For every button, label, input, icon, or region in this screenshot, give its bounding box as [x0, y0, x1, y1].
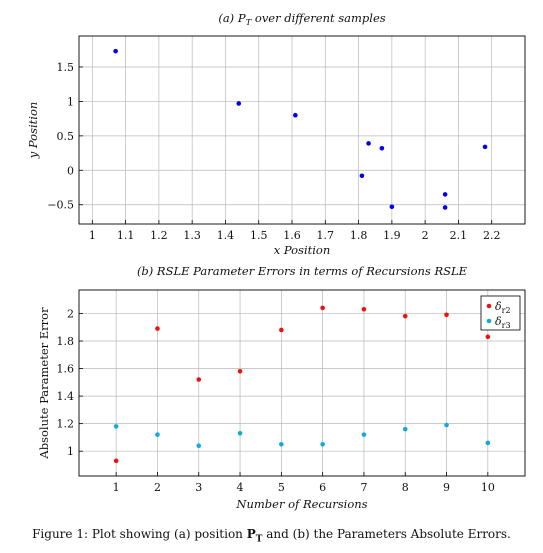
chart-a-x-tick-label: 2.2: [483, 229, 501, 242]
chart-a-x-tick-label: 2: [422, 229, 429, 242]
chart-b-point-series-1: [155, 326, 160, 331]
legend-label-series-1: δr2: [495, 300, 511, 315]
chart-a-y-tick-label: 0: [67, 164, 74, 177]
chart-b-y-tick-label: 1.4: [57, 390, 75, 403]
legend-marker-series-1: [486, 303, 492, 309]
chart-b-plot-area: [78, 289, 526, 477]
chart-b-point-series-2: [361, 432, 367, 437]
chart-b-points: [113, 305, 491, 464]
chart-b-y-tick-label: 2: [67, 307, 74, 320]
chart-a: (a) PT over different samples 1 1.1 1.2 1.3…: [26, 11, 526, 257]
chart-b-point-series-2: [196, 443, 202, 448]
chart-a-point: [113, 48, 118, 54]
chart-b-point-series-1: [237, 368, 243, 374]
chart-b-point-series-2: [320, 442, 325, 447]
chart-b-x-tick-label: 6: [319, 481, 326, 494]
chart-b-point-series-1: [361, 306, 367, 312]
chart-a-x-tick-label: 1.6: [283, 229, 301, 242]
figure: (a) PT over different samples 1 1.1 1.2 1.3…: [26, 11, 526, 511]
chart-a-x-tick-label: 1.9: [383, 229, 401, 242]
chart-b-x-tick-label: 10: [481, 481, 495, 494]
chart-a-x-tick-label: 1: [89, 229, 96, 242]
chart-a-x-tick-label: 1.2: [150, 229, 168, 242]
legend-marker-series-2: [486, 318, 492, 324]
chart-b-point-series-1: [402, 313, 408, 319]
legend-label-series-2: δr3: [495, 315, 511, 330]
chart-a-point: [389, 204, 395, 210]
chart-a-points: [113, 48, 488, 210]
chart-a-point: [366, 141, 371, 146]
chart-a-plot-area: [78, 35, 526, 225]
chart-b-x-label: Number of Recursions: [235, 497, 367, 511]
chart-b-title: (b) RSLE Parameter Errors in terms of Re…: [137, 264, 468, 278]
chart-a-y-tick-label: −0.5: [47, 199, 74, 212]
chart-b-y-label: Absolute Parameter Error: [37, 307, 51, 460]
chart-b-legend: δr2 δr3: [480, 295, 521, 331]
chart-a-x-tick-label: 1.5: [250, 229, 268, 242]
chart-b-point-series-1: [485, 334, 491, 340]
chart-a-grid: [79, 36, 525, 224]
chart-b-x-tick-label: 8: [402, 481, 409, 494]
chart-a-point: [236, 101, 242, 106]
chart-a-y-tick-label: 0.5: [57, 130, 75, 143]
chart-b-point-series-1: [279, 327, 284, 333]
chart-b-point-series-2: [113, 424, 119, 429]
chart-a-point: [442, 205, 448, 210]
chart-b-point-series-1: [444, 312, 449, 318]
chart-b: (b) RSLE Parameter Errors in terms of Re…: [37, 264, 526, 511]
chart-a-point: [482, 144, 488, 150]
chart-b-point-series-2: [237, 430, 243, 436]
chart-b-point-series-2: [279, 442, 284, 447]
chart-a-x-tick-label: 2.1: [450, 229, 468, 242]
chart-a-x-tick-label: 1.3: [183, 229, 201, 242]
chart-b-y-tick-label: 1.2: [57, 418, 75, 431]
chart-a-ticks: 1 1.1 1.2 1.3 1.4 1.5 1.6 1.7 1.8 1.9 2 2.1 2.2 −0.5 0…: [47, 61, 500, 242]
chart-b-point-series-2: [155, 432, 160, 437]
chart-b-x-tick-label: 3: [195, 481, 202, 494]
chart-b-x-tick-label: 4: [237, 481, 244, 494]
chart-a-x-tick-label: 1.4: [217, 229, 235, 242]
chart-b-x-tick-label: 9: [443, 481, 450, 494]
chart-a-x-tick-label: 1.1: [117, 229, 135, 242]
chart-a-point: [442, 192, 448, 197]
chart-b-grid: [79, 290, 525, 476]
chart-b-x-tick-label: 1: [113, 481, 120, 494]
chart-b-point-series-2: [444, 422, 449, 428]
chart-b-point-series-2: [485, 440, 491, 446]
chart-a-x-tick-label: 1.8: [350, 229, 368, 242]
chart-a-y-tick-label: 1: [67, 95, 74, 108]
chart-a-point: [359, 173, 365, 179]
chart-b-y-tick-label: 1: [67, 445, 74, 458]
chart-a-title: (a) PT over different samples: [218, 11, 385, 28]
chart-a-y-label: y Position: [26, 102, 40, 160]
chart-a-point: [379, 145, 385, 151]
chart-b-point-series-1: [196, 377, 202, 382]
legend-box: [480, 295, 521, 331]
chart-b-x-tick-label: 2: [154, 481, 161, 494]
chart-b-point-series-2: [402, 426, 408, 432]
chart-a-point: [293, 112, 298, 118]
chart-b-x-tick-label: 5: [278, 481, 285, 494]
chart-a-x-label: x Position: [274, 243, 331, 257]
chart-a-x-tick-label: 1.7: [317, 229, 335, 242]
chart-b-y-tick-label: 1.6: [57, 363, 75, 376]
chart-b-point-series-1: [320, 305, 325, 311]
chart-b-y-tick-label: 1.8: [57, 335, 75, 348]
chart-a-y-tick-label: 1.5: [57, 61, 75, 74]
chart-b-point-series-1: [113, 458, 119, 464]
chart-b-x-tick-label: 7: [360, 481, 367, 494]
chart-b-ticks: 1 2 3 4 5 6 7 8 9 10 1 1.2 1.4 1.6 1.8 2: [57, 307, 495, 494]
figure-caption: Figure 1: Plot showing (a) position PT a…: [32, 527, 511, 545]
